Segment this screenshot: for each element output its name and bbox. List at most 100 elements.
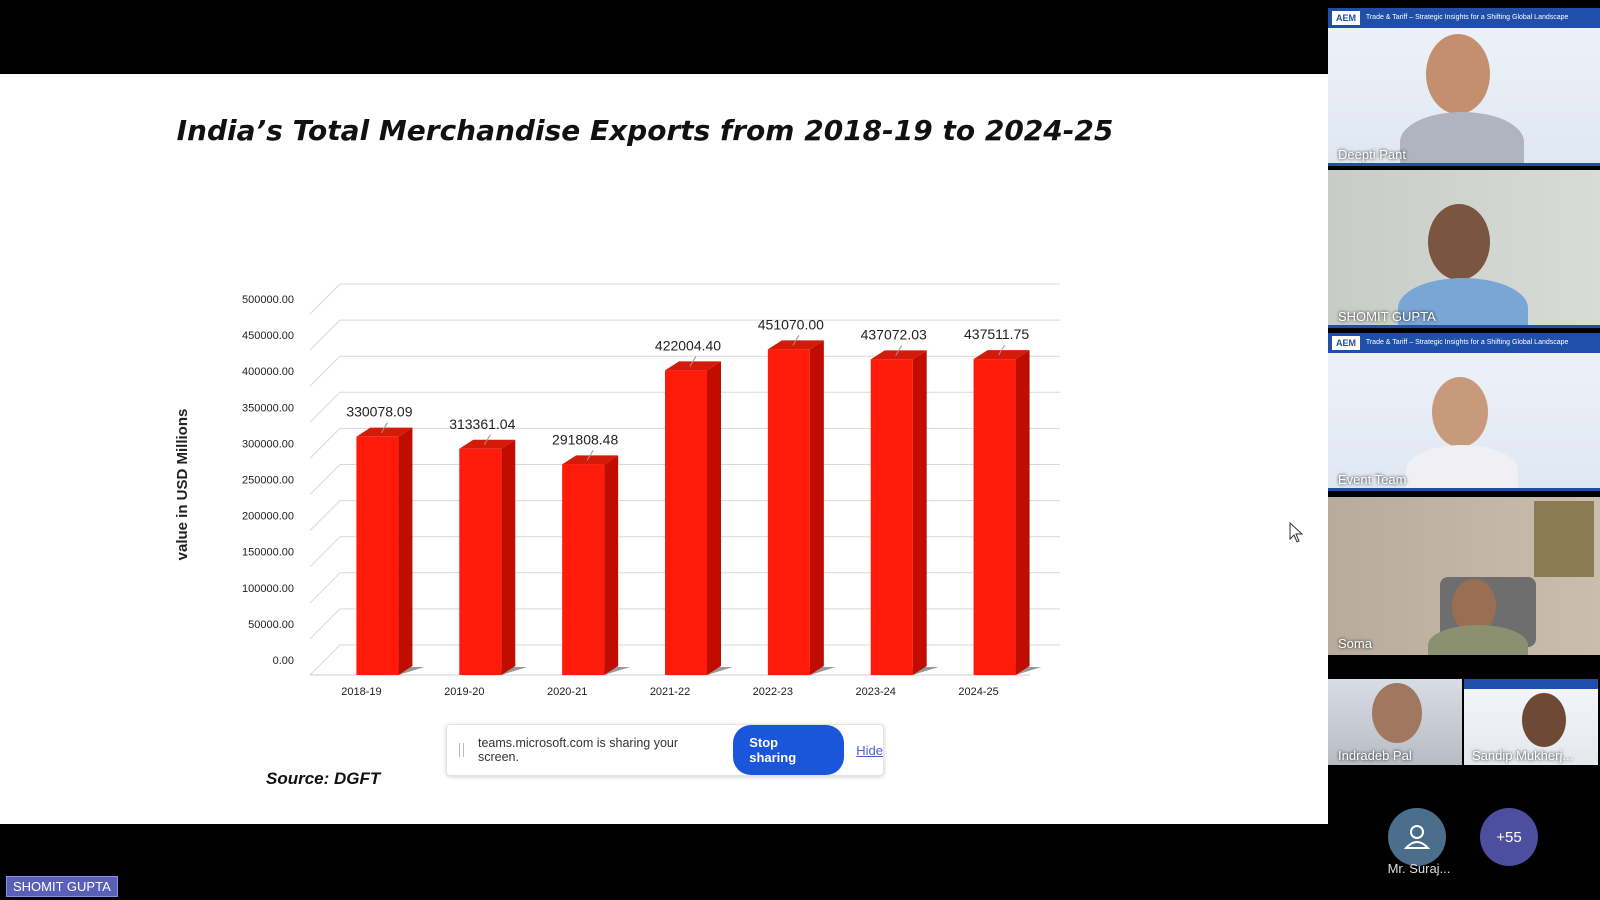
screen-share-notification: teams.microsoft.com is sharing your scre…	[446, 724, 884, 776]
slide-title: India’s Total Merchandise Exports from 2…	[176, 114, 1114, 147]
label-leader	[380, 422, 388, 433]
gridline	[309, 355, 341, 387]
bar	[356, 436, 399, 675]
bar	[870, 359, 913, 675]
participant-tile-soma[interactable]: Soma	[1328, 497, 1600, 655]
shared-screen-slide: India’s Total Merchandise Exports from 2…	[0, 74, 1328, 824]
bar-side	[707, 361, 721, 675]
gridline	[309, 319, 341, 351]
bar-value-label: 422004.40	[655, 337, 721, 353]
bar-side	[398, 427, 413, 675]
hide-link[interactable]: Hide	[856, 742, 883, 758]
bar-top	[870, 350, 927, 360]
x-tick-label: 2023-24	[856, 686, 896, 698]
participant-tile-indradeb[interactable]: Indradeb Pal	[1328, 679, 1462, 765]
bar	[767, 349, 810, 675]
gridline	[309, 464, 341, 495]
y-tick-label: 250000.00	[242, 475, 294, 487]
exports-bar-chart: 0.00 50000.00 100000.00 150000.00 200000.00 2…	[174, 283, 1060, 698]
participant-name: Soma	[1338, 636, 1372, 651]
person-icon	[1404, 825, 1430, 849]
bar-value-label: 330078.09	[346, 404, 412, 420]
avatar	[1428, 204, 1490, 280]
gridline	[309, 644, 341, 676]
participants-panel: AEM Trade & Tariff – Strategic Insights …	[1328, 0, 1600, 900]
source-note: Source: DGFT	[266, 769, 381, 788]
bar-value-label: 291808.48	[552, 431, 618, 447]
gridline	[309, 283, 341, 315]
gridline	[309, 536, 341, 568]
bar-top	[356, 427, 413, 437]
bar-top	[973, 350, 1030, 360]
y-tick-label: 500000.00	[242, 294, 294, 306]
y-tick-label: 400000.00	[242, 366, 294, 378]
participant-name: Event Team	[1338, 472, 1407, 487]
bar-side	[809, 340, 824, 675]
gridline	[309, 608, 341, 640]
event-banner	[1464, 679, 1598, 689]
bar-top	[459, 439, 516, 449]
wall-painting	[1534, 501, 1594, 577]
event-banner: AEM Trade & Tariff – Strategic Insights …	[1328, 8, 1600, 28]
participant-name: Deepti Pant	[1338, 147, 1406, 162]
avatar	[1426, 34, 1490, 114]
gridline	[309, 572, 341, 604]
bar-top	[562, 455, 619, 465]
bar	[665, 370, 707, 675]
y-axis-title: value in USD Millions	[174, 409, 191, 561]
participant-avatar-suraj[interactable]	[1388, 808, 1446, 866]
y-tick-label: 100000.00	[242, 583, 294, 595]
y-tick-label: 200000.00	[242, 511, 294, 523]
presenter-name-tag: SHOMIT GUPTA	[6, 876, 118, 897]
x-tick-label: 2020-21	[547, 686, 587, 698]
x-tick-label: 2024-25	[958, 686, 998, 698]
x-tick-label: 2022-23	[753, 686, 793, 698]
y-tick-label: 50000.00	[248, 619, 294, 631]
label-leader	[483, 434, 491, 446]
avatar	[1452, 579, 1496, 633]
gridline	[309, 500, 341, 531]
bar-side	[1015, 350, 1030, 675]
share-message: teams.microsoft.com is sharing your scre…	[477, 736, 679, 764]
bar-side	[604, 455, 619, 675]
bar-value-label: 437072.03	[861, 326, 927, 342]
x-tick-label: 2018-19	[341, 686, 381, 698]
y-tick-label: 300000.00	[242, 438, 294, 450]
bar-top	[767, 340, 824, 350]
avatar	[1522, 693, 1566, 747]
participant-tile-shomit[interactable]: SHOMIT GUPTA	[1328, 170, 1600, 328]
avatar	[1372, 683, 1422, 743]
bar	[459, 448, 502, 675]
y-tick-label: 150000.00	[242, 547, 294, 559]
bar-side	[501, 439, 516, 675]
event-logo: AEM	[1332, 11, 1360, 25]
x-tick-label: 2019-20	[444, 686, 484, 698]
bar	[562, 464, 605, 675]
y-tick-label: 0.00	[273, 655, 294, 667]
bar-side	[912, 350, 927, 675]
avatar	[1432, 377, 1488, 447]
bar-top	[665, 361, 721, 371]
participant-name: Mr. Suraj...	[1387, 861, 1451, 876]
drag-handle-icon[interactable]	[459, 743, 464, 757]
participant-name: Sandip Mukherj...	[1472, 748, 1574, 763]
mouse-cursor-icon	[1289, 522, 1304, 543]
stop-sharing-button[interactable]: Stop sharing	[733, 725, 845, 775]
bar-value-label: 313361.04	[449, 416, 515, 432]
bar-value-label: 451070.00	[758, 316, 824, 332]
gridline	[309, 428, 341, 459]
event-banner-text: Trade & Tariff – Strategic Insights for …	[1365, 14, 1569, 21]
more-participants-button[interactable]: +55	[1480, 808, 1538, 866]
x-tick-label: 2021-22	[650, 686, 690, 698]
label-leader	[586, 450, 594, 461]
label-leader	[998, 344, 1006, 356]
gridline	[309, 391, 341, 423]
y-tick-label: 350000.00	[242, 402, 294, 414]
participant-tile-deepti[interactable]: AEM Trade & Tariff – Strategic Insights …	[1328, 8, 1600, 166]
participant-tile-sandip[interactable]: Sandip Mukherj...	[1464, 679, 1598, 765]
event-banner-text: Trade & Tariff – Strategic Insights for …	[1365, 339, 1569, 346]
label-leader	[792, 335, 800, 346]
label-leader	[895, 345, 903, 356]
y-tick-label: 450000.00	[242, 330, 294, 342]
participant-tile-event-team[interactable]: AEM Trade & Tariff – Strategic Insights …	[1328, 333, 1600, 491]
